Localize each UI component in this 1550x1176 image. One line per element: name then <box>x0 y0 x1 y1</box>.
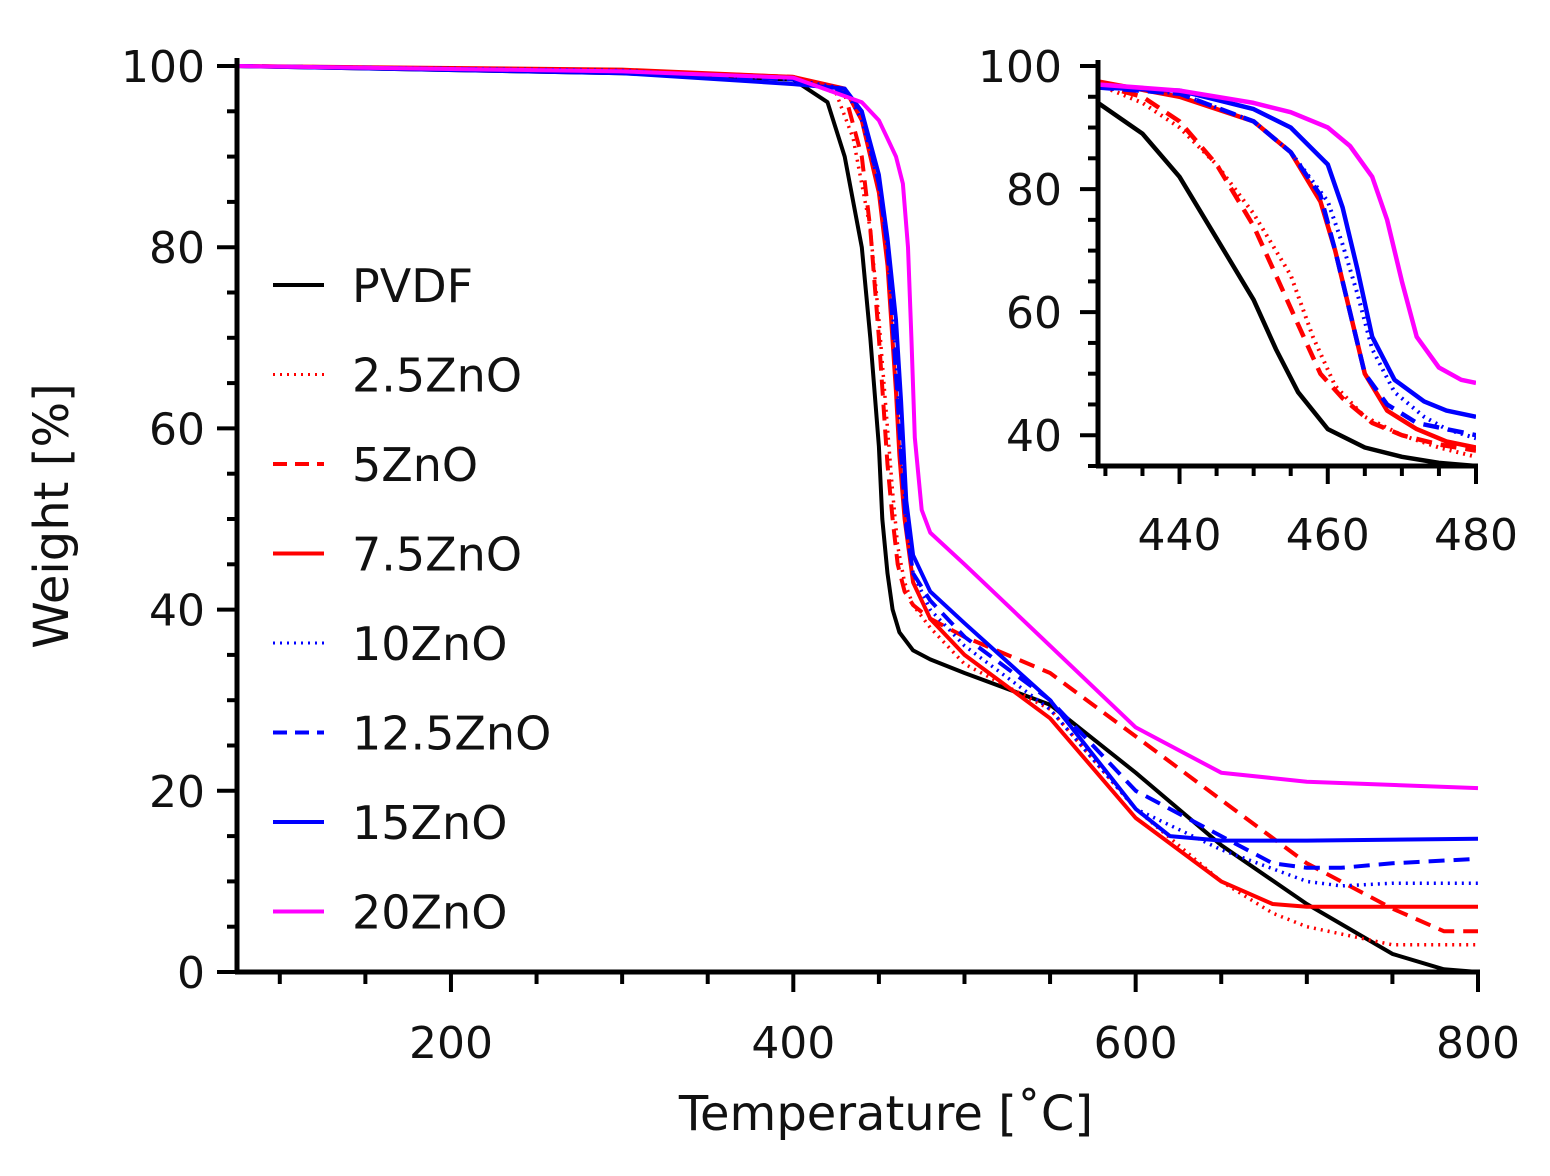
legend-item: 5ZnO <box>273 438 478 492</box>
legend-item: 7.5ZnO <box>273 528 522 582</box>
main-series-pvdf <box>237 64 1479 974</box>
legend-label: 2.5ZnO <box>352 349 522 403</box>
main-series-layer <box>237 64 1479 974</box>
inset-series-5zno <box>1098 82 1476 453</box>
legend-item: 12.5ZnO <box>273 707 551 761</box>
main-y-tick-label: 100 <box>121 42 205 93</box>
main-series-20zno <box>237 64 1479 791</box>
inset-x-tick-label: 440 <box>1138 510 1222 561</box>
legend-label: 15ZnO <box>352 796 507 850</box>
main-x-tick-label: 800 <box>1436 1018 1520 1069</box>
main-y-tick-label: 60 <box>149 404 205 455</box>
legend-item: 15ZnO <box>273 796 507 850</box>
inset-x-tick-label: 480 <box>1434 510 1518 561</box>
legend-item: 20ZnO <box>273 886 507 940</box>
inset-x-tick-label: 460 <box>1286 510 1370 561</box>
main-y-tick-label: 20 <box>149 767 205 818</box>
inset-y-tick-label: 100 <box>978 42 1062 93</box>
legend: PVDF 2.5ZnO 5ZnO 7.5ZnO 10ZnO 12.5ZnO 15ZnO 20Z… <box>273 259 551 940</box>
inset-series-2-5zno <box>1098 82 1476 459</box>
inset-series-10zno <box>1098 82 1476 441</box>
main-y-tick-label: 80 <box>149 223 205 274</box>
inset-y-tick-label: 60 <box>1006 288 1062 339</box>
inset-series-pvdf <box>1098 101 1476 468</box>
legend-label: 20ZnO <box>352 886 507 940</box>
main-x-tick-label: 400 <box>751 1018 835 1069</box>
main-axes: 0 20 40 60 80 100 200 400 600 800 <box>121 42 1520 1069</box>
legend-label: PVDF <box>352 259 473 313</box>
legend-label: 5ZnO <box>352 438 478 492</box>
inset-series-20zno <box>1098 82 1476 386</box>
main-x-tick-label: 200 <box>409 1018 493 1069</box>
main-series-15zno <box>237 64 1479 843</box>
main-y-tick-label: 0 <box>177 948 205 999</box>
inset-axes: 40 60 80 100 440 460 480 <box>978 42 1518 561</box>
main-x-tick-label: 600 <box>1094 1018 1178 1069</box>
legend-item: 2.5ZnO <box>273 349 522 403</box>
legend-label: 10ZnO <box>352 617 507 671</box>
legend-item: PVDF <box>273 259 473 313</box>
main-series-12-5zno <box>237 64 1479 870</box>
main-series-5zno <box>237 64 1478 934</box>
inset-series-layer <box>1098 79 1476 468</box>
inset-y-tick-label: 80 <box>1006 165 1062 216</box>
legend-item: 10ZnO <box>273 617 507 671</box>
legend-label: 7.5ZnO <box>352 528 522 582</box>
inset-series-12-5zno <box>1098 85 1476 438</box>
inset-chart: 40 60 80 100 440 460 480 <box>978 42 1518 561</box>
legend-label: 12.5ZnO <box>352 707 551 761</box>
main-y-tick-label: 40 <box>149 586 205 637</box>
inset-y-tick-label: 40 <box>1006 411 1062 462</box>
inset-background <box>1098 64 1476 468</box>
y-axis-title: Weight [%] <box>24 383 80 649</box>
x-axis-title: Temperature [˚C] <box>678 1086 1093 1142</box>
inset-series-15zno <box>1098 85 1476 420</box>
